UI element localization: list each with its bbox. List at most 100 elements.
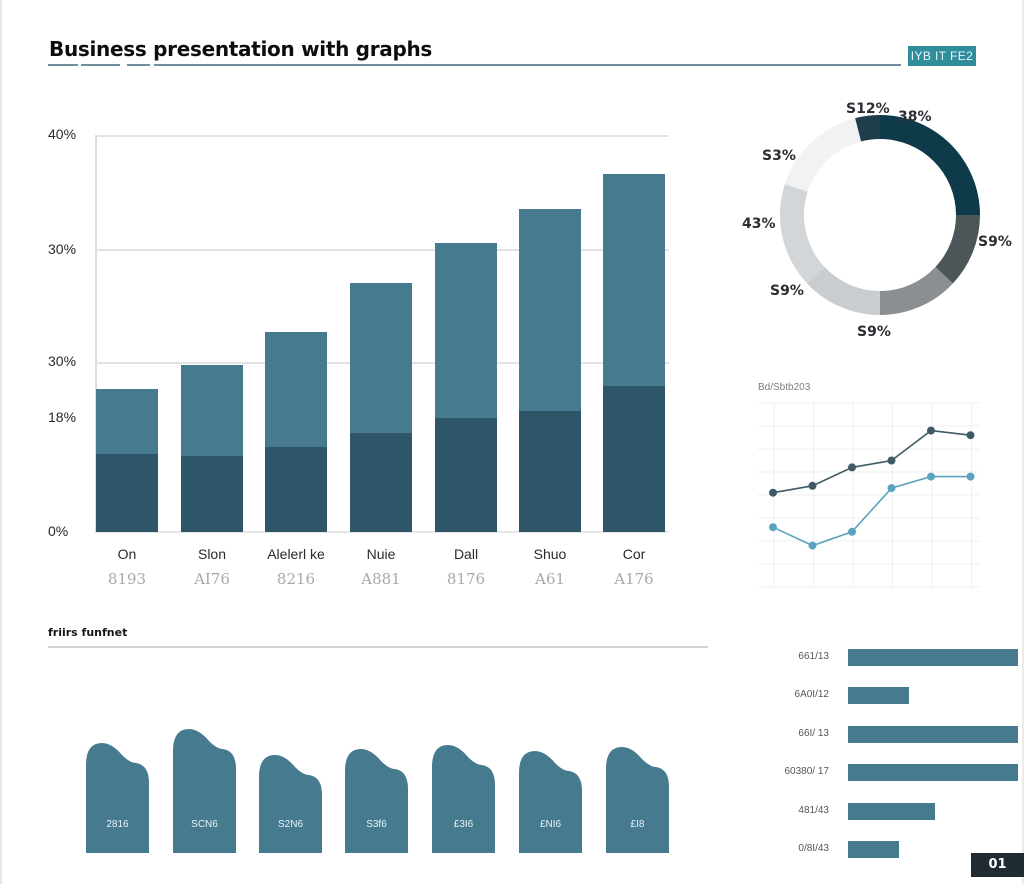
bar-segment-upper [181,365,243,456]
donut-slice [880,115,980,215]
shape-bar-label: S3f6 [366,819,387,830]
donut-slice [855,115,880,142]
line-point [927,472,935,481]
gridline [96,249,669,251]
line-point [887,484,896,493]
x-category-label: Alelerl ke [267,546,325,562]
line-point [848,463,856,472]
bar-segment-upper [96,389,158,454]
x-category-sublabel: AI76 [194,570,230,588]
bar-segment-lower [350,432,412,532]
header-badge: IYB IT FE2 [908,46,976,66]
shape-bar-label: SCN6 [191,819,218,830]
baseline [96,531,669,533]
line-point [887,456,896,465]
bar-segment-upper [435,243,497,418]
line-chart-title: Bd/Sbtb203 [758,382,811,393]
bar-segment-upper [519,209,581,411]
x-category-sublabel: 8176 [446,570,486,588]
x-category-sublabel: 8216 [276,570,316,588]
hbar [848,803,935,820]
bar-segment-lower [181,455,243,532]
x-category-label: Cor [622,546,646,562]
bar-segment-lower [96,453,158,532]
hbar-label: 0/8I/43 [798,843,829,854]
shape-bar-label: 2816 [106,819,129,830]
donut-slice [780,184,825,284]
x-category-label: Shuo [533,546,567,562]
bar-segment-lower [265,446,327,532]
hbar-label: 6A0I/12 [794,689,829,700]
hbar-label: 481/43 [798,805,829,816]
y-tick-label: 30% [48,353,77,369]
hbar-label: 60380/ 17 [784,766,830,777]
shape-bar-label: £I8 [631,819,645,830]
x-category-sublabel: A176 [614,570,654,588]
hbar [848,687,910,704]
hbar-label: 66I/ 13 [798,728,829,739]
bar-segment-lower [603,386,665,532]
line-series-light [772,475,971,547]
line-point [769,488,777,497]
hbar [848,764,1018,781]
gridline [96,135,669,137]
section-title: friirs funfnet [48,626,128,639]
donut-slice [784,118,862,192]
bar-segment-lower [519,410,581,532]
shape-bar [173,729,236,853]
donut-slice [935,215,980,284]
shape-bar-label: £3I6 [454,819,474,830]
line-point [966,472,975,481]
donut-slice-label: S12% [846,101,890,117]
bar-segment-lower [435,417,497,532]
bar-segment-upper [350,282,412,433]
shape-bar [259,755,322,853]
bar-segment-upper [603,173,665,387]
shape-bar [432,745,495,853]
section-rule [48,646,708,648]
x-category-label: On [117,546,137,562]
donut-slice-label: 38% [898,109,932,125]
donut-slice [880,267,953,315]
title-underline-gap [120,64,127,66]
line-point [927,426,935,435]
title-underline-gap [150,64,154,66]
shape-bar [606,747,669,853]
title-underline-gap [78,64,81,66]
line-point [808,541,817,550]
page-edge-left [0,0,2,884]
donut-chart [780,115,980,315]
y-tick-label: 30% [48,241,77,257]
x-category-sublabel: A881 [361,570,401,588]
line-series-dark [772,429,971,494]
line-chart [758,402,980,588]
y-tick-label: 18% [48,409,77,425]
donut-slice [807,267,880,315]
bar-segment-upper [265,331,327,447]
shape-bar-chart: 2816 SCN6 S2N6 S3f6 £3I6 £NI6 £I8 [86,729,669,853]
hbar [848,726,1018,743]
donut-slice-label: S9% [770,283,804,299]
hbar [848,649,1018,666]
shape-bar-label: £NI6 [540,819,562,830]
hbar [848,841,899,858]
donut-slice-label: S3% [762,148,796,164]
shape-bar [519,751,582,853]
x-category-sublabel: 8193 [107,570,147,588]
x-category-label: Slon [197,546,227,562]
x-category-label: Dall [453,546,479,562]
page-edge-right [1022,0,1024,884]
x-category-label: Nuie [366,546,396,562]
donut-slice-label: 43% [742,216,776,232]
x-category-sublabel: A61 [535,570,565,588]
donut-slice-label: S9% [857,324,891,340]
shape-bar [86,743,149,853]
line-point [808,481,817,490]
page-title: Business presentation with graphs [49,37,433,61]
page-number: 01 [971,853,1024,877]
donut-slice-label: S9% [978,234,1012,250]
line-point [769,523,777,532]
y-tick-label: 40% [48,126,77,142]
y-tick-label: 0% [48,523,69,539]
line-point [848,527,856,536]
